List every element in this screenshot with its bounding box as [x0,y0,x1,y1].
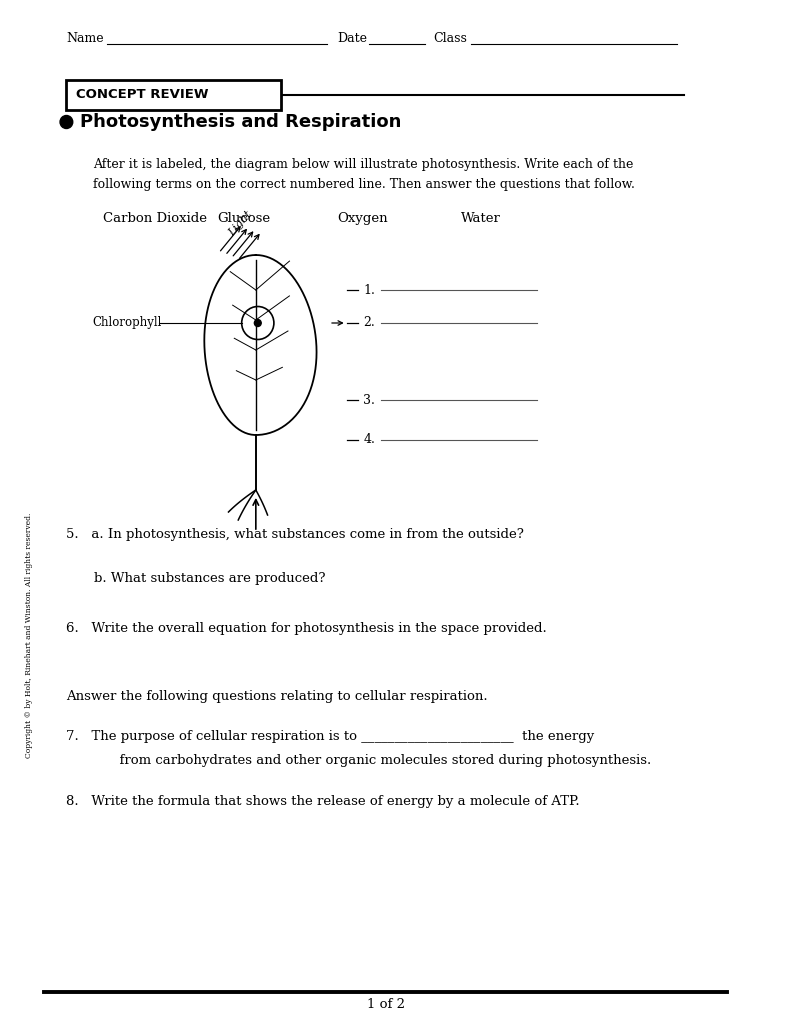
Text: CONCEPT REVIEW: CONCEPT REVIEW [76,88,209,101]
Text: 6.   Write the overall equation for photosynthesis in the space provided.: 6. Write the overall equation for photos… [66,622,547,635]
Text: 1 of 2: 1 of 2 [367,998,405,1011]
Text: 2.: 2. [363,316,375,330]
Text: Glucose: Glucose [217,212,270,225]
Text: Copyright © by Holt, Rinehart and Winston. All rights reserved.: Copyright © by Holt, Rinehart and Winsto… [25,512,33,758]
Text: Class: Class [433,32,467,45]
Text: 5.   a. In photosynthesis, what substances come in from the outside?: 5. a. In photosynthesis, what substances… [66,528,524,541]
Text: Answer the following questions relating to cellular respiration.: Answer the following questions relating … [66,690,488,703]
Text: Carbon Dioxide: Carbon Dioxide [103,212,206,225]
Text: 1.: 1. [363,284,375,297]
Text: Chlorophyll: Chlorophyll [93,316,162,330]
Text: 7.   The purpose of cellular respiration is to _______________________  the ener: 7. The purpose of cellular respiration i… [66,730,595,743]
Text: After it is labeled, the diagram below will illustrate photosynthesis. Write eac: After it is labeled, the diagram below w… [93,158,633,171]
Text: Date: Date [337,32,367,45]
Text: Name: Name [66,32,104,45]
Text: 3.: 3. [363,393,375,407]
Circle shape [60,116,73,128]
Text: Light: Light [226,209,254,238]
Text: from carbohydrates and other organic molecules stored during photosynthesis.: from carbohydrates and other organic mol… [94,754,651,767]
Bar [66,80,282,110]
Text: Photosynthesis and Respiration: Photosynthesis and Respiration [80,113,402,131]
Text: 8.   Write the formula that shows the release of energy by a molecule of ATP.: 8. Write the formula that shows the rele… [66,795,580,808]
Text: b. What substances are produced?: b. What substances are produced? [94,572,325,585]
Text: following terms on the correct numbered line. Then answer the questions that fol: following terms on the correct numbered … [93,178,634,191]
Circle shape [255,319,261,327]
Text: 4.: 4. [363,433,375,446]
Text: Oxygen: Oxygen [337,212,388,225]
Text: Water: Water [461,212,501,225]
